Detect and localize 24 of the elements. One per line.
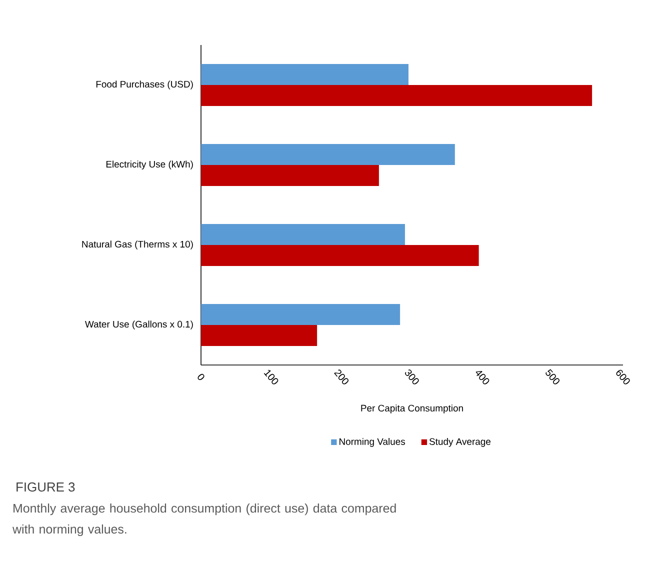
x-tick-label: 100 (264, 370, 278, 384)
bar (201, 224, 405, 246)
bar (201, 304, 400, 326)
bar (201, 325, 318, 346)
y-tick-label: Natural Gas (Therms x 10) (82, 240, 193, 250)
x-tick-label: 400 (476, 371, 490, 384)
bar (201, 165, 379, 186)
text: FIGURE 3 (16, 482, 75, 492)
bar (201, 144, 455, 166)
legend-label: Study Average (429, 438, 491, 447)
bar (201, 245, 479, 266)
bar (201, 64, 408, 86)
x-tick-label: 500 (546, 369, 560, 384)
x-tick-label: 300 (405, 370, 419, 384)
y-tick-label: Food Purchases (USD) (96, 80, 193, 90)
legend-label: Norming Values (340, 438, 406, 447)
x-axis-title: Per Capita Consumption (361, 404, 463, 414)
bar (201, 85, 592, 106)
x-tick-label: 200 (334, 370, 348, 384)
x-tick-label: 0 (198, 374, 204, 380)
y-tick-label: Water Use (Gallons x 0.1) (85, 320, 193, 330)
x-tick-label: 600 (616, 370, 630, 384)
text: Monthly average household consumption (direct use) data compared with norming values. (12, 504, 396, 536)
y-tick-label: Electricity Use (kWh) (106, 160, 193, 170)
